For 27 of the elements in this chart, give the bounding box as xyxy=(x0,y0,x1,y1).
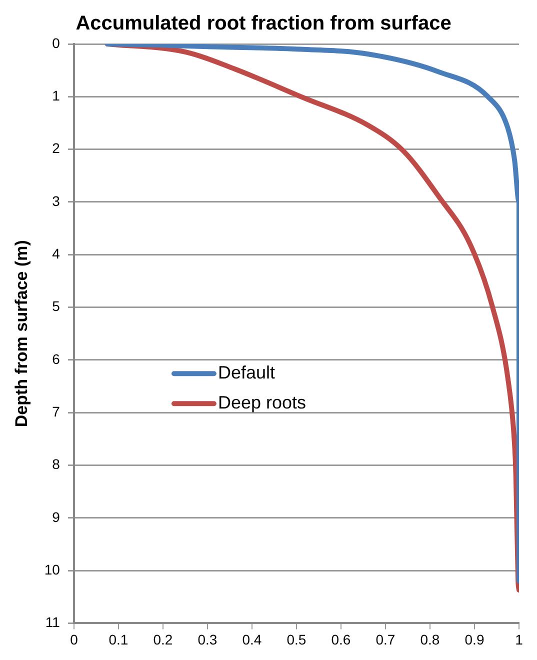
chart-title: Accumulated root fraction from surface xyxy=(76,12,452,35)
x-tick-label: 0.3 xyxy=(198,631,218,648)
y-tick-label: 8 xyxy=(52,456,60,472)
y-tick-label: 4 xyxy=(52,245,60,262)
y-axis-title: Depth from surface (m) xyxy=(12,240,31,428)
y-tick-label: 0 xyxy=(52,34,60,51)
x-tick-label: 0.8 xyxy=(420,631,440,648)
y-tick-label: 3 xyxy=(52,192,60,209)
y-tick-label: 7 xyxy=(52,403,60,420)
x-tick-label: 0.6 xyxy=(331,631,351,648)
y-tick-label: 11 xyxy=(45,614,60,630)
x-tick-label: 0.2 xyxy=(153,631,173,648)
y-tick-label: 2 xyxy=(52,140,60,156)
legend-label: Default xyxy=(218,362,276,383)
x-tick-label: 1 xyxy=(515,631,524,648)
y-tick-label: 5 xyxy=(52,298,60,314)
x-tick-label: 0 xyxy=(70,631,78,648)
x-tick-label: 0.7 xyxy=(376,631,396,648)
y-tick-label: 10 xyxy=(44,561,60,578)
x-tick-label: 0.4 xyxy=(242,631,262,648)
legend-label: Deep roots xyxy=(218,392,306,413)
x-tick-label: 0.1 xyxy=(108,631,128,648)
x-tick-label: 0.9 xyxy=(464,631,484,648)
y-tick-label: 1 xyxy=(52,88,60,104)
x-tick-label: 0.5 xyxy=(286,631,306,648)
y-tick-label: 6 xyxy=(52,350,60,367)
y-tick-label: 9 xyxy=(52,508,60,525)
